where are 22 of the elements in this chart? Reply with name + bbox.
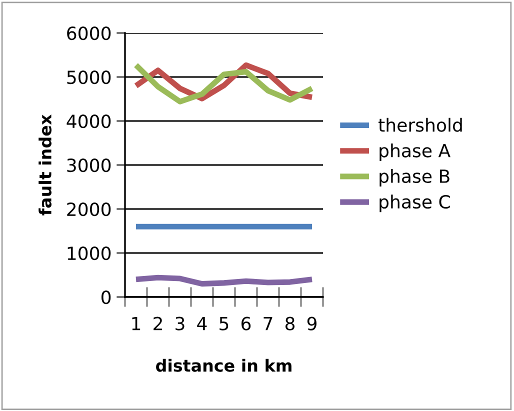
x-tick-label: 3 [176, 316, 184, 330]
x-tick-label: 7 [264, 317, 272, 330]
y-tick-label: 2000 [67, 202, 111, 216]
y-tick-label: 4000 [66, 114, 111, 128]
x-axis-title: distance in km [156, 358, 292, 372]
x-tick-label: 6 [242, 316, 251, 330]
y-tick-label: 0 [102, 290, 111, 304]
x-tick-label: 5 [220, 317, 228, 330]
x-tick-label: 1 [132, 317, 140, 330]
y-tick-label: 3000 [67, 158, 111, 172]
x-tick-label: 4 [197, 317, 207, 330]
y-axis-title: fault index [38, 114, 52, 216]
x-tick-label: 8 [285, 316, 295, 330]
x-tick-label: 9 [307, 316, 316, 330]
y-tick-label: 1000 [68, 246, 111, 260]
legend-label: thershold [378, 118, 462, 132]
y-tick-label: 6000 [67, 26, 111, 40]
y-tick-label: 5000 [67, 70, 111, 84]
legend-label: phase C [380, 194, 450, 212]
x-tick-label: 2 [154, 316, 162, 330]
legend-label: phase A [380, 143, 450, 161]
legend-label: phase B [380, 169, 450, 187]
